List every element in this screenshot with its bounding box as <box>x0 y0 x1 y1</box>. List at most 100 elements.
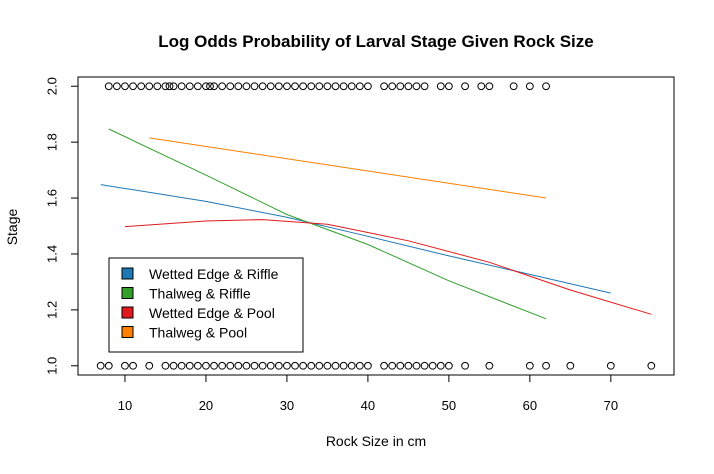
data-point-stage-2 <box>169 82 178 91</box>
data-point-stage-2 <box>323 82 332 91</box>
x-tick-label: 30 <box>280 398 294 413</box>
x-tick-label: 20 <box>199 398 213 413</box>
data-point-stage-1 <box>461 361 469 370</box>
x-axis-label: Rock Size in cm <box>326 433 426 449</box>
data-point-stage-2 <box>509 82 518 91</box>
data-point-stage-1 <box>129 361 137 370</box>
legend-label: Wetted Edge & Riffle <box>149 266 279 282</box>
data-point-stage-1 <box>331 361 340 370</box>
data-point-stage-1 <box>485 361 494 370</box>
x-tick-label: 70 <box>604 398 618 413</box>
data-point-stage-2 <box>380 82 388 91</box>
y-tick-label: 1.6 <box>45 189 60 207</box>
data-point-stage-1 <box>380 361 388 370</box>
data-point-stage-2 <box>206 82 214 91</box>
data-point-stage-1 <box>428 361 437 370</box>
data-point-stage-1 <box>444 361 453 370</box>
series-line-thalweg-riffle <box>108 128 547 320</box>
data-point-stage-2 <box>218 82 227 91</box>
data-point-stage-2 <box>258 82 267 91</box>
data-point-stage-1 <box>185 361 194 370</box>
data-point-stage-2 <box>412 82 421 91</box>
data-point-stage-2 <box>436 82 445 91</box>
x-tick-label: 10 <box>118 398 132 413</box>
y-axis-label: Stage <box>4 208 20 245</box>
data-point-stage-1 <box>104 361 113 370</box>
data-point-stage-1 <box>121 361 129 370</box>
data-point-stage-1 <box>161 361 170 370</box>
legend-swatch <box>121 326 134 338</box>
data-point-stage-2 <box>202 82 210 91</box>
data-point-stage-1 <box>218 361 227 370</box>
data-point-stage-1 <box>193 361 202 370</box>
y-tick-label: 1.2 <box>45 301 60 319</box>
data-point-stage-1 <box>283 361 291 370</box>
x-tick-label: 50 <box>442 398 456 413</box>
data-point-stage-2 <box>485 82 494 91</box>
data-point-stage-2 <box>283 82 291 91</box>
data-point-stage-2 <box>388 82 397 91</box>
legend-swatch <box>121 287 134 299</box>
model-lines <box>100 128 652 320</box>
data-point-stage-2 <box>145 82 154 91</box>
data-point-stage-2 <box>420 82 429 91</box>
data-point-stage-2 <box>193 82 202 91</box>
data-point-stage-2 <box>299 82 308 91</box>
series-line-thalweg-pool <box>149 137 547 199</box>
chart-title: Log Odds Probability of Larval Stage Giv… <box>158 32 593 51</box>
legend-swatch <box>121 267 134 280</box>
data-point-stage-1 <box>315 361 324 370</box>
legend-label: Thalweg & Riffle <box>149 286 251 302</box>
data-point-stage-1 <box>388 361 397 370</box>
data-point-stage-2 <box>177 82 186 91</box>
data-point-stage-2 <box>307 82 316 91</box>
legend-label: Wetted Edge & Pool <box>149 305 275 321</box>
data-point-stage-2 <box>153 82 162 91</box>
y-tick-label: 1.4 <box>45 245 60 263</box>
data-point-stage-2 <box>339 82 348 91</box>
data-point-stage-2 <box>185 82 194 91</box>
data-point-stage-1 <box>145 361 154 370</box>
data-point-stage-2 <box>315 82 324 91</box>
data-point-stage-1 <box>647 361 656 370</box>
data-point-stage-1 <box>299 361 308 370</box>
data-point-stage-1 <box>258 361 267 370</box>
data-point-stage-2 <box>477 82 486 91</box>
data-point-stage-1 <box>542 361 550 370</box>
data-point-stage-2 <box>266 82 275 91</box>
data-point-stage-2 <box>444 82 453 91</box>
data-point-stage-2 <box>461 82 469 91</box>
data-point-stage-2 <box>250 82 259 91</box>
data-point-stage-2 <box>542 82 550 91</box>
data-point-stage-1 <box>412 361 421 370</box>
x-tick-label: 60 <box>523 398 537 413</box>
data-point-stage-1 <box>396 361 405 370</box>
data-point-stage-1 <box>250 361 259 370</box>
data-point-stage-1 <box>274 361 283 370</box>
series-line-wetted-edge-pool <box>124 219 652 315</box>
data-point-stage-2 <box>347 82 356 91</box>
data-point-stage-2 <box>331 82 340 91</box>
data-point-stage-1 <box>525 361 534 370</box>
y-axis: 1.0 1.2 1.4 1.6 1.8 2.0 <box>45 77 78 375</box>
data-points <box>96 82 656 370</box>
data-point-stage-2 <box>234 82 243 91</box>
data-point-stage-1 <box>355 361 364 370</box>
data-point-stage-1 <box>234 361 243 370</box>
data-point-stage-2 <box>274 82 283 91</box>
data-point-stage-1 <box>323 361 332 370</box>
data-point-stage-2 <box>210 82 218 91</box>
series-line-wetted-edge-riffle <box>100 184 611 294</box>
data-point-stage-1 <box>226 361 235 370</box>
legend-swatch <box>121 306 134 319</box>
data-point-stage-1 <box>202 361 210 370</box>
data-point-stage-1 <box>96 361 105 370</box>
data-point-stage-1 <box>347 361 356 370</box>
legend-label: Thalweg & Pool <box>149 325 247 341</box>
data-point-stage-2 <box>161 82 170 91</box>
data-point-stage-2 <box>165 82 174 91</box>
data-point-stage-1 <box>307 361 316 370</box>
data-point-stage-1 <box>266 361 275 370</box>
data-point-stage-2 <box>137 82 146 91</box>
